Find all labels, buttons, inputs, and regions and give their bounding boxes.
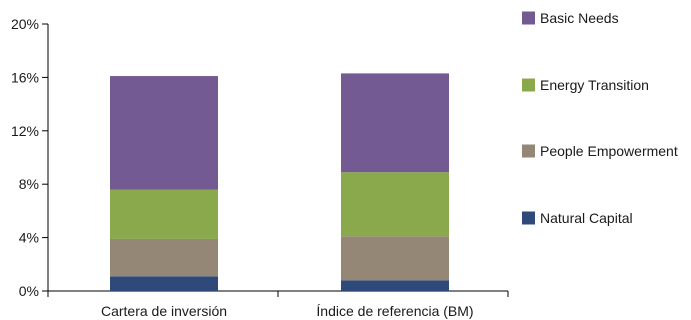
legend-label: Basic Needs <box>540 10 619 26</box>
bar-segment-energy-transition <box>110 189 218 239</box>
x-category-label: Cartera de inversión <box>101 303 227 319</box>
legend-label: People Empowerment <box>540 143 678 159</box>
bar-segment-natural-capital <box>341 280 449 291</box>
legend-label: Natural Capital <box>540 210 633 226</box>
y-tick-label: 20% <box>11 16 39 32</box>
y-tick-label: 0% <box>19 283 39 299</box>
legend: Basic Needs Energy Transition People Empow… <box>522 10 678 226</box>
x-category-label: Índice de referencia (BM) <box>316 303 473 319</box>
y-tick-label: 8% <box>19 176 39 192</box>
y-tick-label: 12% <box>11 123 39 139</box>
legend-swatch <box>522 144 535 158</box>
legend-swatch <box>522 11 535 25</box>
legend-label: Energy Transition <box>540 77 649 93</box>
bar-segment-basic-needs <box>341 73 449 173</box>
y-tick-label: 16% <box>11 69 39 85</box>
legend-swatch <box>522 78 535 92</box>
bar-segment-natural-capital <box>110 276 218 291</box>
bar-segment-people-empowerment <box>110 238 218 277</box>
y-tick-label: 4% <box>19 230 39 246</box>
axis-labels: 0% 4% 8% 12% 16% 20% Cartera de inversión Índic… <box>11 16 474 319</box>
legend-swatch <box>522 211 535 225</box>
bars <box>110 73 449 291</box>
bar-segment-energy-transition <box>341 172 449 237</box>
bar-segment-people-empowerment <box>341 236 449 281</box>
bar-segment-basic-needs <box>110 76 218 190</box>
